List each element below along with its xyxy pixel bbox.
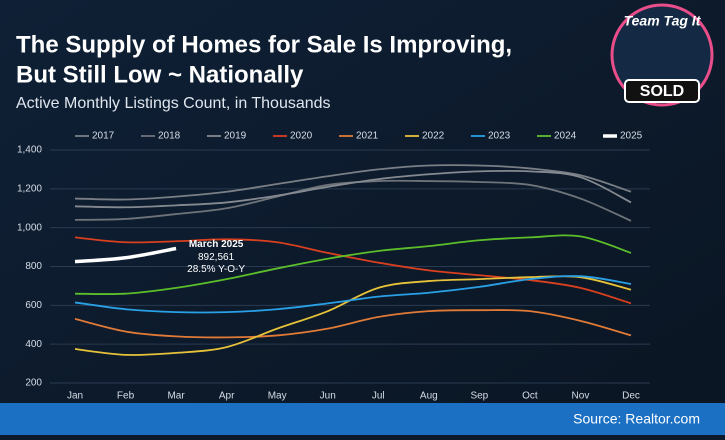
annotation-title: March 2025 — [189, 239, 244, 250]
source: Source: Realtor.com — [573, 411, 700, 427]
y-tick-label: 600 — [25, 300, 42, 311]
legend-label: 2025 — [620, 131, 643, 142]
x-tick-label: Sep — [470, 391, 488, 402]
y-tick-label: 1,000 — [17, 222, 42, 233]
legend-label: 2019 — [224, 131, 247, 142]
series-line — [74, 309, 632, 339]
logo-text: SOLD — [640, 83, 684, 100]
x-tick-label: Feb — [117, 391, 135, 402]
series-line — [74, 164, 632, 201]
x-tick-label: Aug — [420, 391, 438, 402]
series-line — [74, 169, 632, 209]
legend-label: 2024 — [554, 131, 577, 142]
legend-label: 2020 — [290, 131, 313, 142]
chart-title: The Supply of Homes for Sale Is Improvin… — [16, 31, 512, 58]
annotation-change: 28.5% Y-O-Y — [187, 264, 245, 275]
y-tick-label: 800 — [25, 261, 42, 272]
series-line — [74, 234, 632, 296]
x-tick-label: Dec — [622, 391, 640, 402]
series-line — [74, 275, 632, 314]
legend-label: 2017 — [92, 131, 115, 142]
chart-title: But Still Low ~ Nationally — [16, 61, 304, 88]
annotation-value: 892,561 — [198, 252, 235, 263]
x-tick-label: Jul — [372, 391, 385, 402]
x-tick-label: Oct — [522, 391, 538, 402]
x-tick-label: Jan — [67, 391, 83, 402]
legend-label: 2021 — [356, 131, 379, 142]
x-tick-label: Mar — [167, 391, 185, 402]
legend-label: 2022 — [422, 131, 445, 142]
x-tick-label: Jun — [320, 391, 336, 402]
logo-banner — [624, 79, 700, 103]
chart-subtitle: Active Monthly Listings Count, in Thousa… — [16, 95, 331, 112]
x-tick-label: Apr — [219, 391, 235, 402]
legend-label: 2023 — [488, 131, 511, 142]
series-line — [74, 236, 632, 305]
logo-text: Team Tag It — [624, 13, 702, 29]
footer-bar — [0, 403, 725, 435]
logo: Team Tag It SOLD — [610, 3, 714, 107]
y-tick-label: 200 — [25, 378, 42, 389]
series-line — [74, 275, 632, 356]
x-tick-label: May — [268, 391, 287, 402]
legend-label: 2018 — [158, 131, 181, 142]
y-tick-label: 1,200 — [17, 183, 42, 194]
y-tick-label: 400 — [25, 339, 42, 350]
x-tick-label: Nov — [572, 391, 590, 402]
series-line — [74, 246, 177, 264]
y-tick-label: 1,400 — [17, 145, 42, 156]
